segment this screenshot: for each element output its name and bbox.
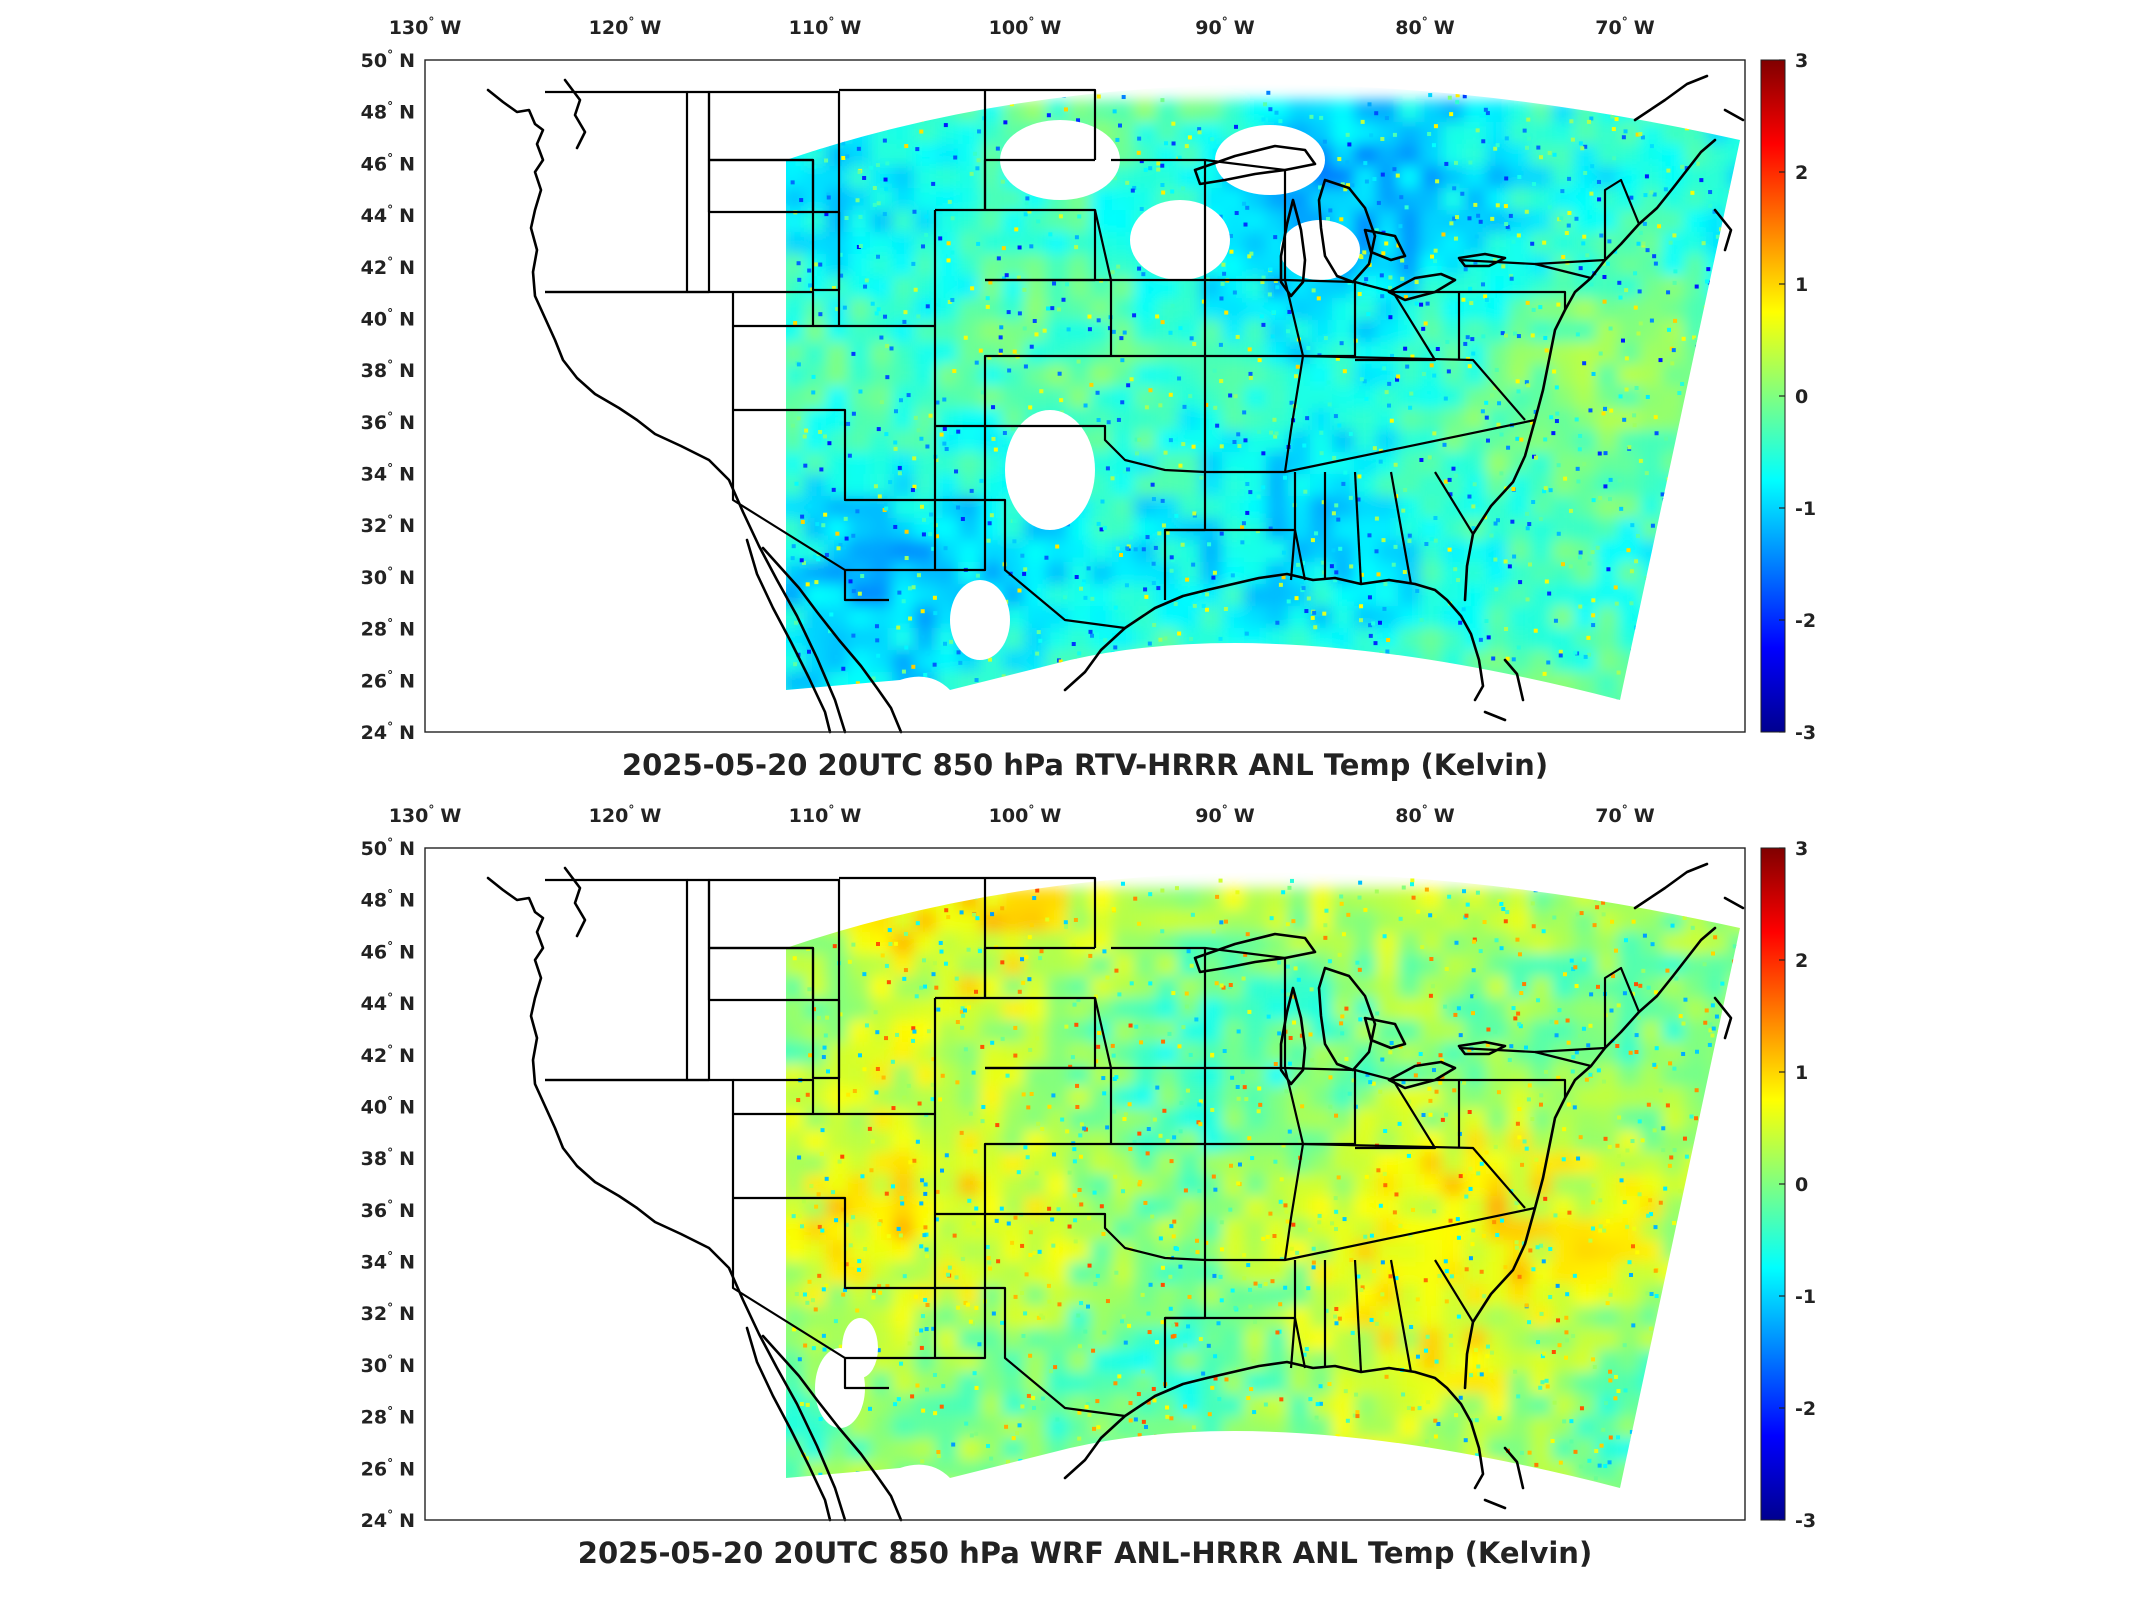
lon-tick-label: 130° W [389, 803, 462, 827]
lat-tick-label: 46° N [361, 939, 415, 963]
colorbar-tick-label: -2 [1795, 610, 1816, 632]
colorbar-tick-label: -3 [1795, 1510, 1816, 1532]
lat-tick-label: 46° N [361, 151, 415, 175]
lat-tick-label: 40° N [361, 1094, 415, 1118]
temperature-difference-field [786, 90, 1740, 701]
colorbar-tick-label: -3 [1795, 722, 1816, 744]
plot-frame [424, 59, 1746, 733]
lon-tick-label: 90° W [1195, 15, 1254, 39]
colorbar-tick-label: 2 [1795, 162, 1808, 184]
lat-tick-label: 34° N [361, 462, 415, 486]
colorbar-tick-label: 0 [1795, 1174, 1808, 1196]
map-panel-top: 130° W 120° W 110° W 100° W 90° W 80° W 70° W 50° N 48° N… [361, 15, 1816, 782]
colorbar-tick-label: 3 [1795, 838, 1808, 860]
lat-tick-label: 36° N [361, 410, 415, 434]
lat-tick-label: 48° N [361, 888, 415, 912]
lat-tick-label: 34° N [361, 1250, 415, 1274]
lon-tick-label: 100° W [989, 15, 1062, 39]
lon-tick-label: 110° W [789, 15, 862, 39]
lat-tick-label: 40° N [361, 306, 415, 330]
map-panel-bottom: 130° W 120° W 110° W 100° W 90° W 80° W 70° W 50° N 48° N… [361, 803, 1816, 1570]
lat-tick-label: 42° N [361, 255, 415, 279]
panel-title: 2025-05-20 20UTC 850 hPa RTV-HRRR ANL Te… [622, 748, 1548, 782]
colorbar-tick-label: -1 [1795, 498, 1816, 520]
lon-tick-label: 130° W [389, 15, 462, 39]
lon-tick-label: 110° W [789, 803, 862, 827]
lat-tick-label: 28° N [361, 617, 415, 641]
lon-tick-label: 80° W [1395, 803, 1454, 827]
lat-tick-label: 50° N [361, 48, 415, 72]
lat-tick-label: 42° N [361, 1043, 415, 1067]
lat-tick-label: 38° N [361, 1146, 415, 1170]
lat-tick-label: 24° N [361, 720, 415, 744]
lon-tick-label: 90° W [1195, 803, 1254, 827]
lat-tick-label: 36° N [361, 1198, 415, 1222]
colorbar-tick-label: -2 [1795, 1398, 1816, 1420]
colorbar-tick-label: 0 [1795, 386, 1808, 408]
lat-tick-label: 48° N [361, 100, 415, 124]
colorbar: 3 2 1 0 -1 -2 -3 [1760, 838, 1816, 1532]
colorbar-tick-label: -1 [1795, 1286, 1816, 1308]
colorbar-tick-label: 3 [1795, 50, 1808, 72]
panel-title: 2025-05-20 20UTC 850 hPa WRF ANL-HRRR AN… [578, 1536, 1592, 1570]
lat-tick-label: 26° N [361, 1456, 415, 1480]
lon-tick-label: 120° W [589, 803, 662, 827]
plot-frame [424, 847, 1746, 1521]
lat-tick-label: 30° N [361, 565, 415, 589]
lat-tick-label: 32° N [361, 513, 415, 537]
lon-tick-label: 70° W [1595, 803, 1654, 827]
colorbar-tick-label: 2 [1795, 950, 1808, 972]
lat-tick-label: 24° N [361, 1508, 415, 1532]
lon-tick-label: 70° W [1595, 15, 1654, 39]
lon-tick-label: 120° W [589, 15, 662, 39]
lat-tick-label: 32° N [361, 1301, 415, 1325]
lon-tick-label: 80° W [1395, 15, 1454, 39]
lat-tick-label: 44° N [361, 203, 415, 227]
temperature-difference-field [786, 878, 1740, 1489]
colorbar: 3 2 1 0 -1 -2 -3 [1760, 50, 1816, 744]
lon-tick-label: 100° W [989, 803, 1062, 827]
lat-tick-label: 26° N [361, 668, 415, 692]
colorbar-tick-label: 1 [1795, 274, 1808, 296]
lat-tick-label: 38° N [361, 358, 415, 382]
lat-tick-label: 50° N [361, 836, 415, 860]
colorbar-tick-label: 1 [1795, 1062, 1808, 1084]
lat-tick-label: 44° N [361, 991, 415, 1015]
lat-tick-label: 28° N [361, 1405, 415, 1429]
lat-tick-label: 30° N [361, 1353, 415, 1377]
